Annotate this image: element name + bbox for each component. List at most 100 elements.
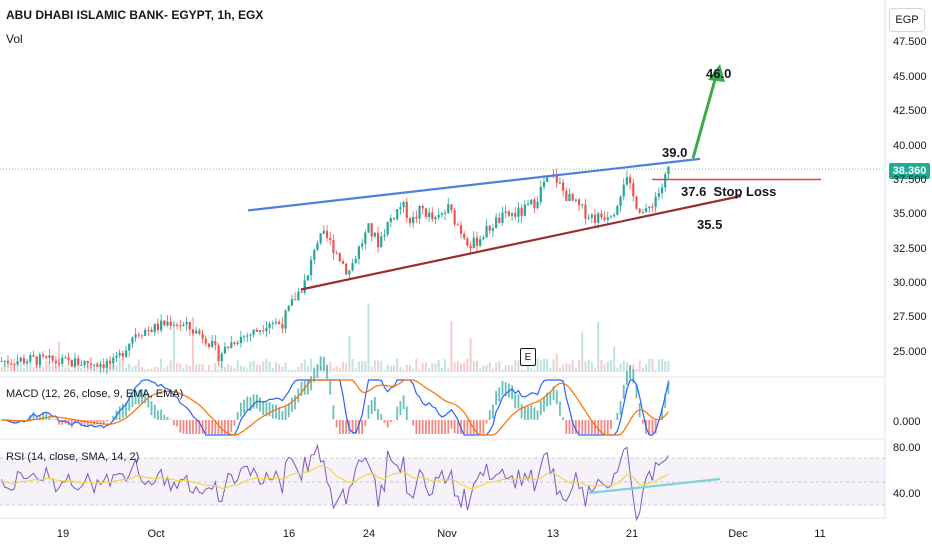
volume-bar [121,358,124,372]
macd-histogram-bar [214,420,217,434]
macd-histogram-bar [389,420,392,423]
macd-histogram-bar [622,384,625,399]
volume-bar [555,353,558,372]
macd-histogram-bar [619,400,622,415]
volume-bar [147,368,150,372]
macd-histogram-bar [306,380,309,395]
volume-bar [77,365,80,372]
macd-histogram-bar [96,420,99,425]
candle-body [616,205,619,215]
macd-histogram-bar [383,420,386,423]
candle-body [657,193,660,197]
volume-bar [645,364,648,372]
volume-bar [412,368,415,372]
macd-histogram-bar [386,420,389,428]
candle-body [287,305,290,311]
macd-histogram-bar [105,420,108,422]
macd-histogram-bar [370,400,373,415]
volume-bar [214,363,217,372]
volume-bar [16,364,19,372]
macd-histogram-bar [268,402,271,417]
volume-bar [144,369,147,372]
macd-histogram-bar [310,376,312,391]
volume-bar [415,358,418,372]
volume-bar [584,360,587,372]
candle-body [424,208,428,218]
volume-bar [160,358,163,372]
candle-body [211,340,214,347]
rsi-label[interactable]: RSI (14, close, SMA, 14, 2) [6,451,140,463]
candle-body [510,213,514,216]
macd-label[interactable]: MACD (12, 26, close, 9, EMA, EMA) [6,388,184,400]
candle-body [530,199,533,204]
volume-bar [542,358,545,372]
candle-body [73,358,77,367]
candle-body [108,361,112,364]
candle-body [57,363,61,365]
volume-bar [249,361,252,372]
volume-bar [58,341,61,372]
candle-body [370,223,373,237]
macd-histogram-bar [488,410,491,420]
macd-histogram-bar [131,393,134,408]
candle-body [128,343,131,351]
macd-histogram-bar [629,365,632,380]
volume-bar [552,359,555,372]
macd-histogram-bar [80,420,83,426]
candle-body [405,201,408,219]
macd-histogram-bar [70,420,73,428]
candle-body [577,199,581,206]
volume-bar [597,321,600,372]
candle-body [361,243,364,247]
upper-trendline [247,157,701,212]
candle-body [124,350,128,357]
volume-bar [230,365,233,372]
candle-body [32,355,35,357]
volume-bar [581,331,584,372]
macd-histogram-bar [354,420,357,434]
macd-histogram-bar [246,396,249,411]
macd-histogram-bar [182,420,185,434]
candle-body [431,212,434,220]
volume-bar [96,362,99,372]
macd-histogram-bar [501,380,504,395]
volume-bar [361,360,364,372]
candle-body [421,206,424,209]
currency-button[interactable]: EGP [889,8,925,32]
candle-body [373,232,376,237]
macd-histogram-bar [517,394,520,409]
macd-histogram-bar [571,420,574,434]
candle-body [61,357,64,364]
candle-body [54,360,57,364]
candle-body [603,217,606,220]
volume-bar [613,346,616,372]
candle-body [140,335,144,337]
candle-body [306,275,309,281]
candle-body [182,324,185,327]
volume-bar [405,364,408,372]
candle-body [80,364,83,366]
macd-histogram-bar [466,420,469,434]
candle-body [99,364,102,367]
volume-bar [498,361,501,372]
candle-body [160,320,163,331]
symbol-title[interactable]: ABU DHABI ISLAMIC BANK- EGYPT, 1h, EGX [6,8,264,22]
time-tick-label: Dec [728,528,748,540]
volume-bar [268,361,271,372]
macd-histogram-bar [239,402,242,417]
candle-body [230,342,233,348]
macd-histogram-bar [141,389,143,404]
macd-histogram-bar [319,356,322,371]
macd-histogram-bar [185,420,188,434]
volume-bar [42,366,45,372]
volume-bar [386,364,389,372]
macd-histogram-bar [440,420,443,434]
volume-bar [661,358,664,372]
macd-histogram-bar [492,404,494,419]
candle-body [536,201,539,209]
earnings-marker[interactable]: E [520,348,536,366]
time-tick-label: 21 [625,528,639,540]
macd-histogram-bar [230,420,233,432]
candle-body [325,230,329,238]
